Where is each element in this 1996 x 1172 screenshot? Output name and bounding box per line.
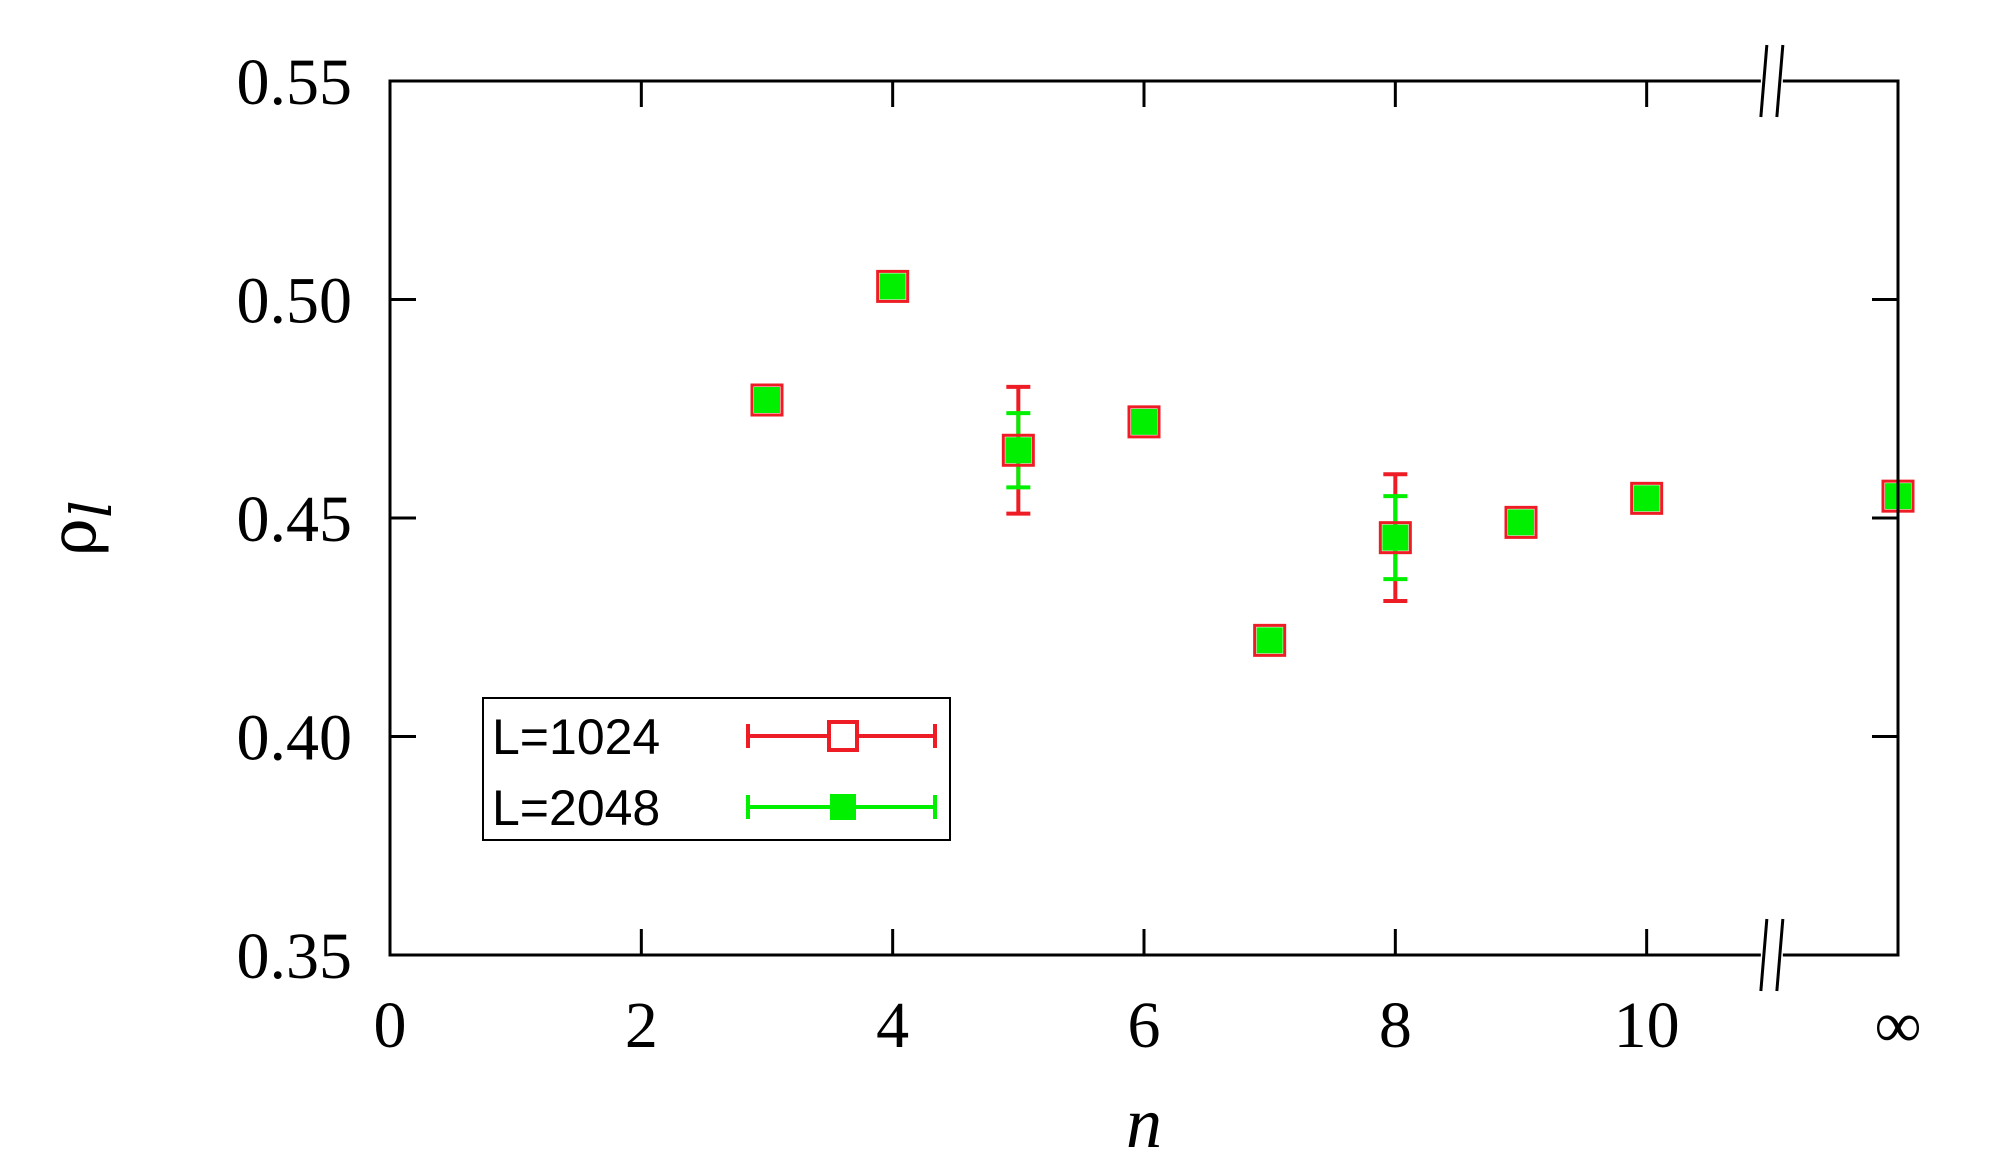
point-l2048	[1005, 437, 1032, 464]
legend-label: L=2048	[492, 780, 660, 836]
point-l2048	[1256, 627, 1283, 654]
y-tick-label: 0.55	[237, 46, 353, 119]
axis-break-marks	[1759, 44, 1785, 992]
x-tick-label: 2	[625, 989, 658, 1062]
legend: L=1024 L=2048	[482, 697, 951, 841]
y-tick-label: 0.40	[237, 702, 353, 775]
plot-frame	[388, 79, 1900, 957]
legend-marker	[830, 794, 856, 820]
x-axis-label: n	[1126, 1083, 1162, 1163]
x-tick-label: ∞	[1874, 989, 1921, 1062]
y-axis-label-symbol: ρ	[37, 518, 111, 556]
y-axis-label: ρl	[37, 500, 125, 556]
point-l1024	[750, 383, 784, 417]
point-l1024	[1127, 405, 1161, 439]
point-l2048	[1131, 408, 1157, 435]
x-tick-label: 6	[1128, 989, 1161, 1062]
x-tick-label: 0	[374, 989, 407, 1062]
x-tick-label: 4	[876, 989, 909, 1062]
legend-label: L=1024	[492, 709, 660, 765]
legend-entries: L=1024 L=2048	[492, 709, 937, 836]
y-axis-label-subscript: l	[60, 500, 125, 518]
x-tick-label: 10	[1614, 989, 1680, 1062]
point-l2048	[879, 273, 906, 300]
point-l1024	[1630, 481, 1664, 515]
point-l1024	[1378, 521, 1412, 555]
point-l2048	[1382, 524, 1409, 551]
legend-marker	[827, 720, 859, 752]
point-l1024	[1001, 433, 1035, 467]
point-l2048	[754, 387, 780, 414]
x-tick-label: 8	[1379, 989, 1412, 1062]
axis-break-slash	[1759, 44, 1769, 118]
axis-break-slash	[1759, 918, 1769, 992]
axis-break-slash	[1775, 918, 1785, 992]
ticks-layer: 0 2 4 6 8 10 ∞ 0.35 0.40 0.45 0.50 0.55	[237, 46, 1922, 1062]
point-l1024	[1504, 505, 1538, 539]
y-tick-label: 0.50	[237, 265, 353, 338]
point-l2048	[1508, 509, 1534, 536]
points-layer	[750, 269, 1915, 657]
point-l2048	[1633, 485, 1660, 512]
axis-break-slash	[1775, 44, 1785, 118]
axis-break-gap	[1760, 949, 1783, 961]
y-tick-label: 0.35	[237, 920, 353, 993]
axis-break-gap	[1760, 75, 1783, 87]
y-tick-label: 0.45	[237, 483, 353, 556]
legend-box	[482, 697, 951, 841]
point-l1024	[876, 269, 910, 303]
point-l1024	[1253, 623, 1287, 657]
